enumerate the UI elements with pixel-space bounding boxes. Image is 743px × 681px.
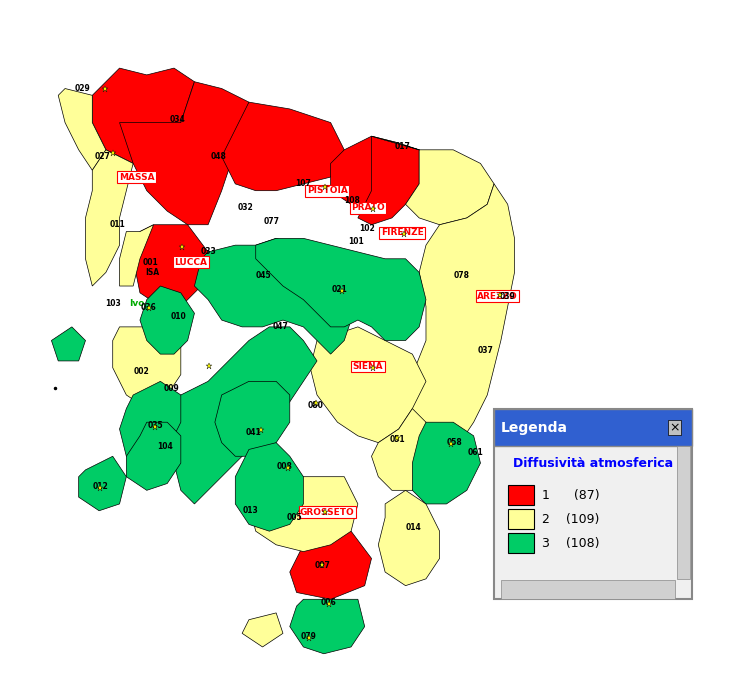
Polygon shape (120, 82, 249, 225)
Text: 013: 013 (242, 506, 258, 516)
Text: LUCCA: LUCCA (175, 257, 207, 267)
Text: 017: 017 (395, 142, 410, 151)
Polygon shape (406, 184, 514, 504)
Polygon shape (140, 286, 195, 354)
Text: 102: 102 (359, 223, 374, 233)
FancyBboxPatch shape (494, 409, 692, 446)
Text: 008: 008 (277, 462, 293, 471)
Text: 104: 104 (158, 441, 173, 451)
FancyBboxPatch shape (507, 533, 533, 553)
Text: 045: 045 (256, 271, 272, 281)
Polygon shape (256, 238, 426, 340)
Text: 078: 078 (454, 271, 470, 281)
Polygon shape (331, 136, 406, 211)
Polygon shape (290, 599, 365, 654)
Polygon shape (221, 102, 344, 191)
Text: AREZZO: AREZZO (477, 291, 518, 301)
Polygon shape (120, 225, 154, 286)
Text: 007: 007 (314, 560, 331, 570)
Text: 3    (108): 3 (108) (542, 537, 600, 550)
Text: ×: × (669, 421, 680, 434)
Text: 014: 014 (406, 523, 421, 533)
Text: 051: 051 (389, 434, 405, 444)
Text: 058: 058 (447, 438, 462, 447)
Polygon shape (133, 225, 208, 306)
Text: 032: 032 (238, 203, 253, 212)
Text: 101: 101 (348, 237, 364, 247)
Text: 077: 077 (263, 217, 279, 226)
Polygon shape (412, 422, 481, 504)
Text: 080: 080 (308, 400, 324, 410)
Text: MASSA: MASSA (119, 172, 155, 182)
Polygon shape (113, 327, 181, 409)
Polygon shape (311, 327, 426, 443)
Text: 021: 021 (331, 285, 348, 294)
Polygon shape (215, 381, 290, 456)
Text: 033: 033 (200, 247, 216, 257)
Polygon shape (167, 327, 317, 504)
Text: ISA: ISA (145, 268, 159, 277)
Text: 1      (87): 1 (87) (542, 489, 600, 503)
Polygon shape (242, 613, 283, 647)
Polygon shape (195, 238, 351, 354)
FancyBboxPatch shape (494, 409, 692, 599)
Text: 011: 011 (110, 220, 126, 229)
Polygon shape (290, 524, 372, 599)
Text: 027: 027 (94, 152, 111, 161)
Text: 001: 001 (143, 257, 158, 267)
Text: FIRENZE: FIRENZE (380, 228, 424, 238)
Text: 029: 029 (74, 84, 90, 93)
Text: 108: 108 (345, 196, 360, 206)
Text: PRATO: PRATO (351, 203, 385, 212)
Text: 009: 009 (164, 383, 180, 393)
Polygon shape (58, 89, 106, 170)
Text: 034: 034 (169, 114, 185, 124)
Text: 103: 103 (105, 298, 120, 308)
Polygon shape (51, 327, 85, 361)
Text: 039: 039 (500, 291, 516, 301)
FancyBboxPatch shape (507, 485, 533, 505)
Polygon shape (236, 443, 303, 531)
FancyBboxPatch shape (677, 446, 690, 579)
Text: 107: 107 (296, 179, 311, 189)
Text: 012: 012 (93, 482, 108, 492)
Text: 061: 061 (467, 448, 483, 458)
Polygon shape (378, 490, 440, 586)
Polygon shape (372, 136, 494, 225)
Text: 079: 079 (301, 632, 317, 642)
Polygon shape (372, 409, 432, 490)
Text: SIENA: SIENA (353, 362, 383, 371)
Polygon shape (79, 456, 126, 511)
Polygon shape (249, 477, 358, 552)
Text: PISTOIA: PISTOIA (307, 186, 348, 195)
Text: Diffusività atmosferica: Diffusività atmosferica (513, 456, 673, 470)
FancyBboxPatch shape (501, 580, 675, 599)
Text: 006: 006 (321, 598, 337, 607)
Text: 010: 010 (171, 312, 186, 321)
Text: 037: 037 (478, 346, 494, 355)
Text: 2    (109): 2 (109) (542, 513, 599, 526)
Polygon shape (120, 381, 181, 463)
Text: GROSSETO: GROSSETO (300, 507, 354, 517)
Polygon shape (358, 136, 419, 225)
Text: 041: 041 (246, 428, 262, 437)
Text: 048: 048 (210, 152, 226, 161)
Text: 036: 036 (141, 303, 157, 313)
Polygon shape (126, 422, 181, 490)
Text: 005: 005 (287, 513, 302, 522)
Text: Legenda: Legenda (501, 421, 568, 434)
Polygon shape (85, 150, 133, 286)
Text: 047: 047 (273, 322, 289, 332)
FancyBboxPatch shape (507, 509, 533, 529)
Text: Ivo: Ivo (129, 298, 144, 308)
Text: 002: 002 (134, 366, 149, 376)
Polygon shape (92, 68, 195, 163)
Text: 035: 035 (147, 421, 163, 430)
